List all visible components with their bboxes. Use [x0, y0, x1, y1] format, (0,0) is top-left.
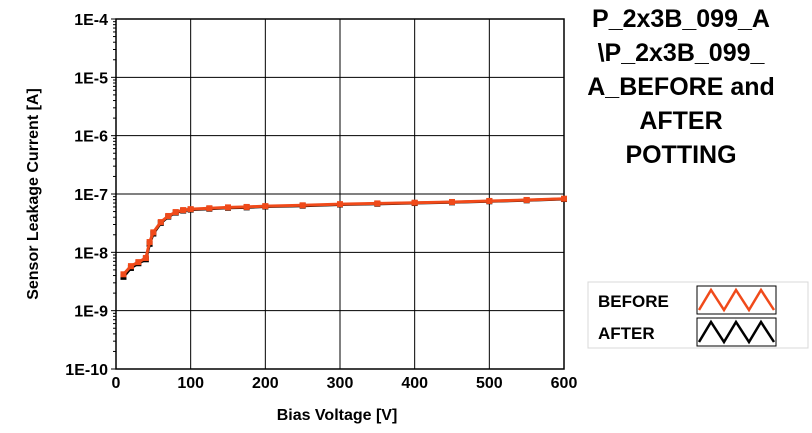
- y-axis-ticks: 1E-10 1E-9 1E-8 1E-7 1E-6 1E-5 1E-4: [65, 12, 116, 379]
- x-axis-label: Bias Voltage [V]: [277, 407, 398, 424]
- x-axis-ticks: 0 100 200 300 400 500 600: [112, 375, 578, 392]
- x-tick-label: 200: [252, 375, 279, 392]
- data-point-before: [206, 205, 213, 212]
- data-point-before: [172, 209, 179, 216]
- legend-line-after: [697, 319, 776, 345]
- x-tick-label: 300: [327, 375, 354, 392]
- x-tick-label: 500: [476, 375, 503, 392]
- title-line-4: AFTER: [639, 107, 722, 135]
- title-line-5: POTTING: [625, 141, 736, 169]
- data-point-before: [135, 259, 142, 266]
- legend-label-after: AFTER: [598, 324, 655, 343]
- data-point-before: [127, 263, 134, 270]
- x-tick-label: 100: [177, 375, 204, 392]
- data-point-before: [150, 229, 157, 236]
- data-point-before: [165, 212, 172, 219]
- data-point-before: [120, 271, 127, 278]
- y-tick-label: 1E-4: [74, 12, 108, 29]
- data-point-before: [523, 196, 530, 203]
- y-tick-label: 1E-8: [74, 245, 108, 262]
- data-point-before: [142, 254, 149, 261]
- data-point-before: [337, 201, 343, 208]
- y-axis-label: Sensor Leakage Current [A]: [25, 88, 42, 300]
- data-point-before: [486, 197, 493, 204]
- data-point-before: [374, 200, 381, 207]
- x-tick-label: 0: [112, 375, 121, 392]
- data-point-before: [299, 202, 306, 209]
- legend-line-before: [697, 287, 776, 313]
- data-point-before: [225, 204, 231, 211]
- legend: BEFORE AFTER: [587, 281, 809, 349]
- data-point-before: [146, 239, 153, 246]
- data-point-before: [187, 206, 194, 213]
- legend-label-before: BEFORE: [598, 292, 669, 311]
- title-line-2: \P_2x3B_099_: [598, 39, 766, 67]
- data-point-before: [262, 203, 269, 210]
- data-point-before: [180, 207, 187, 214]
- title-line-3: A_BEFORE and: [587, 73, 775, 101]
- chart-title: P_2x3B_099_A \P_2x3B_099_ A_BEFORE and A…: [587, 5, 775, 169]
- data-point-before: [243, 203, 250, 210]
- title-line-1: P_2x3B_099_A: [592, 5, 770, 33]
- y-tick-label: 1E-10: [65, 362, 108, 379]
- data-point-before: [449, 198, 455, 205]
- series: [120, 195, 567, 280]
- data-point-before: [411, 199, 418, 206]
- y-tick-label: 1E-5: [74, 70, 108, 87]
- data-point-before: [157, 219, 164, 226]
- data-point-before: [561, 195, 567, 202]
- y-tick-label: 1E-6: [74, 129, 108, 146]
- x-tick-label: 600: [551, 375, 578, 392]
- y-tick-label: 1E-7: [74, 187, 108, 204]
- x-tick-label: 400: [401, 375, 428, 392]
- y-tick-label: 1E-9: [74, 304, 108, 321]
